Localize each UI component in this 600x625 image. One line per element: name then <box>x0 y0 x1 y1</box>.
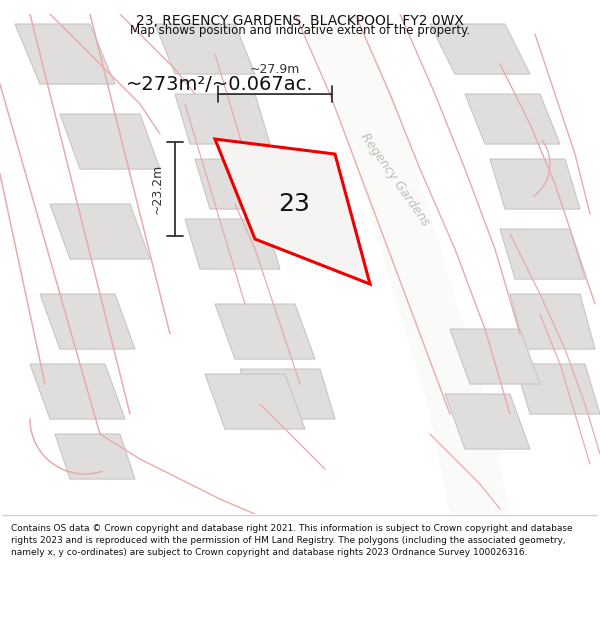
Polygon shape <box>40 294 135 349</box>
Polygon shape <box>240 369 335 419</box>
Text: 23, REGENCY GARDENS, BLACKPOOL, FY2 0WX: 23, REGENCY GARDENS, BLACKPOOL, FY2 0WX <box>136 14 464 28</box>
Polygon shape <box>60 114 160 169</box>
Polygon shape <box>300 14 510 514</box>
Text: Contains OS data © Crown copyright and database right 2021. This information is : Contains OS data © Crown copyright and d… <box>11 524 572 557</box>
Text: Regency Gardens: Regency Gardens <box>358 130 432 228</box>
Polygon shape <box>195 159 290 209</box>
Polygon shape <box>50 204 150 259</box>
Polygon shape <box>55 434 135 479</box>
Polygon shape <box>205 374 305 429</box>
Text: ~273m²/~0.067ac.: ~273m²/~0.067ac. <box>126 74 314 94</box>
Polygon shape <box>175 94 270 144</box>
Polygon shape <box>185 219 280 269</box>
Polygon shape <box>15 24 115 84</box>
Text: Map shows position and indicative extent of the property.: Map shows position and indicative extent… <box>130 24 470 37</box>
Polygon shape <box>465 94 560 144</box>
Polygon shape <box>430 24 530 74</box>
Polygon shape <box>215 304 315 359</box>
Text: ~23.2m: ~23.2m <box>151 164 163 214</box>
Polygon shape <box>510 294 595 349</box>
Polygon shape <box>155 24 255 74</box>
Polygon shape <box>450 329 540 384</box>
Text: ~27.9m: ~27.9m <box>250 62 300 76</box>
Polygon shape <box>500 229 585 279</box>
Polygon shape <box>515 364 600 414</box>
Polygon shape <box>30 364 125 419</box>
Polygon shape <box>215 139 370 284</box>
Polygon shape <box>490 159 580 209</box>
Polygon shape <box>445 394 530 449</box>
Text: 23: 23 <box>278 192 310 216</box>
